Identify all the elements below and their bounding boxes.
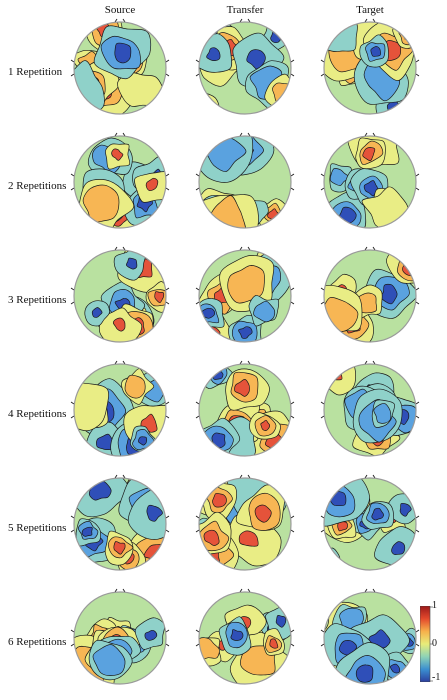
colorbar-tick-max: 1 [432, 600, 437, 611]
topomap-r3-c2 [195, 246, 295, 346]
topomap-r4-c3 [320, 360, 420, 460]
row-label-4: 4 Repetitions [8, 408, 67, 420]
column-header-source: Source [104, 4, 136, 16]
row-label-6: 6 Repetitions [8, 636, 67, 648]
colorbar-tick-zero: 0 [432, 638, 437, 649]
row-label-2: 2 Repetitions [8, 180, 67, 192]
topomap-r4-c1 [70, 360, 170, 460]
topomap-r6-c1 [70, 588, 170, 688]
row-label-1: 1 Repetition [8, 66, 63, 78]
topomap-r1-c2 [195, 18, 295, 118]
row-label-5: 5 Repetitions [8, 522, 67, 534]
topomap-r2-c2 [195, 132, 295, 232]
topomap-r2-c1 [70, 132, 170, 232]
topomap-r1-c1 [70, 18, 170, 118]
column-header-transfer: Transfer [226, 4, 264, 16]
row-label-3: 3 Repetitions [8, 294, 67, 306]
topomap-r3-c1 [70, 246, 170, 346]
topomap-r5-c2 [195, 474, 295, 574]
topomap-r4-c2 [195, 360, 295, 460]
topomap-r6-c3 [320, 588, 420, 688]
topomap-r6-c2 [195, 588, 295, 688]
colorbar-tick-min: -1 [432, 672, 441, 683]
topomap-r2-c3 [320, 132, 420, 232]
column-header-target: Target [356, 4, 384, 16]
topomap-r3-c3 [320, 246, 420, 346]
colorbar [419, 605, 434, 683]
topomap-r1-c3 [320, 18, 420, 118]
topomap-r5-c3 [320, 474, 420, 574]
topomap-r5-c1 [70, 474, 170, 574]
